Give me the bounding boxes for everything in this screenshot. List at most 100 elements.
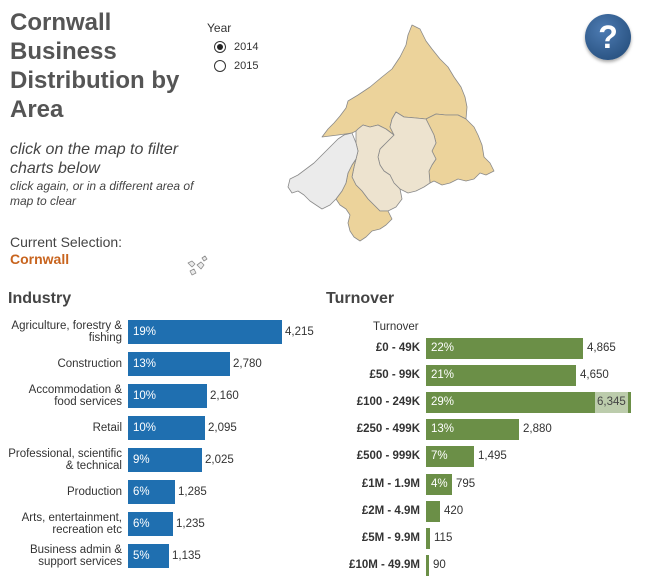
- turnover-bar-pct-label: 29%: [431, 396, 455, 408]
- turnover-bar[interactable]: [426, 555, 429, 576]
- industry-row: Production 6% 1,285: [8, 480, 328, 504]
- turnover-bar[interactable]: 22%: [426, 338, 583, 359]
- turnover-row-label: £1M - 1.9M: [361, 478, 420, 490]
- turnover-row: £5M - 9.9M 115: [320, 528, 646, 549]
- turnover-chart-title: Turnover: [326, 290, 395, 307]
- page-title: Cornwall Business Distribution by Area: [10, 9, 180, 123]
- industry-bar[interactable]: 10%: [128, 416, 205, 440]
- year-option-label: 2014: [234, 41, 259, 53]
- turnover-row: £50 - 99K 21% 4,650: [320, 365, 646, 386]
- industry-row-label: Construction: [57, 358, 122, 370]
- year-option-label: 2015: [234, 60, 259, 72]
- turnover-bar[interactable]: 29%: [426, 392, 631, 413]
- industry-row: Professional, scientific & technical 9% 2,…: [8, 448, 328, 472]
- turnover-row: £1M - 1.9M 4% 795: [320, 474, 646, 495]
- industry-bar-pct-label: 6%: [133, 518, 150, 530]
- industry-chart: Agriculture, forestry & fishing 19% 4,215 C…: [8, 0, 328, 569]
- map-area-east[interactable]: [425, 113, 495, 186]
- help-button[interactable]: ?: [585, 14, 631, 60]
- turnover-bar[interactable]: 13%: [426, 419, 519, 440]
- turnover-bar-value-label: 420: [444, 505, 464, 517]
- turnover-bar[interactable]: 21%: [426, 365, 576, 386]
- industry-bar-value-label: 1,235: [176, 518, 205, 530]
- turnover-bar-value-label: 6,345: [595, 392, 628, 413]
- industry-bar-value-label: 1,135: [172, 550, 201, 562]
- industry-bar[interactable]: 9%: [128, 448, 202, 472]
- industry-bar-pct-label: 19%: [133, 326, 157, 338]
- turnover-row: £500 - 999K 7% 1,495: [320, 446, 646, 467]
- industry-row: Business admin & support services 5% 1,135: [8, 544, 328, 568]
- turnover-row-label: £250 - 499K: [356, 423, 420, 435]
- turnover-bar-pct-label: 22%: [431, 342, 455, 354]
- industry-bar[interactable]: 5%: [128, 544, 169, 568]
- turnover-bar-value-label: 2,880: [523, 423, 552, 435]
- industry-row-label: Professional, scientific & technical: [8, 448, 122, 472]
- year-option-2015[interactable]: 2015: [214, 60, 258, 72]
- industry-bar-value-label: 2,095: [208, 422, 237, 434]
- turnover-bar[interactable]: [426, 501, 440, 522]
- turnover-row: £0 - 49K 22% 4,865: [320, 338, 646, 359]
- turnover-row-label: £2M - 4.9M: [361, 505, 420, 517]
- map-instruction: click on the map to filter charts below: [10, 141, 179, 177]
- turnover-row: £10M - 49.9M 90: [320, 555, 646, 576]
- current-selection-label: Current Selection:: [10, 234, 123, 250]
- help-icon[interactable]: ?: [598, 19, 618, 55]
- turnover-row: £100 - 249K 29% 6,345: [320, 392, 646, 413]
- industry-bar[interactable]: 13%: [128, 352, 230, 376]
- industry-bar[interactable]: 6%: [128, 512, 173, 536]
- turnover-bar-pct-label: 4%: [431, 478, 448, 490]
- industry-row-label: Business admin & support services: [29, 544, 122, 568]
- cornwall-area-map[interactable]: [180, 15, 540, 285]
- industry-bar-pct-label: 10%: [133, 422, 157, 434]
- turnover-row-label: £5M - 9.9M: [361, 532, 420, 544]
- industry-row: Agriculture, forestry & fishing 19% 4,215: [8, 320, 328, 344]
- current-selection-value: Cornwall: [10, 251, 70, 267]
- turnover-row: £2M - 4.9M 420: [320, 501, 646, 522]
- turnover-bar[interactable]: 7%: [426, 446, 474, 467]
- industry-bar-value-label: 4,215: [285, 326, 314, 338]
- industry-bar-pct-label: 10%: [133, 390, 157, 402]
- industry-bar[interactable]: 6%: [128, 480, 175, 504]
- industry-bar[interactable]: 10%: [128, 384, 207, 408]
- industry-row-label: Production: [67, 486, 122, 498]
- industry-row-label: Agriculture, forestry & fishing: [11, 320, 122, 344]
- industry-bar[interactable]: 19%: [128, 320, 282, 344]
- year-filter-title: Year: [207, 21, 232, 35]
- industry-bar-pct-label: 9%: [133, 454, 150, 466]
- turnover-bar[interactable]: 4%: [426, 474, 452, 495]
- radio-unselected-icon[interactable]: [214, 60, 226, 72]
- industry-bar-value-label: 2,025: [205, 454, 234, 466]
- radio-selected-icon[interactable]: [214, 41, 226, 53]
- industry-row: Construction 13% 2,780: [8, 352, 328, 376]
- turnover-bar-value-label: 115: [434, 532, 453, 544]
- turnover-bar-value-label: 795: [456, 478, 476, 490]
- industry-row: Arts, entertainment, recreation etc 6% 1,2…: [8, 512, 328, 536]
- turnover-axis-header: Turnover: [373, 321, 419, 333]
- turnover-row-label: £100 - 249K: [356, 396, 420, 408]
- turnover-row: £250 - 499K 13% 2,880: [320, 419, 646, 440]
- industry-row-label: Accommodation & food services: [28, 384, 122, 408]
- year-option-2014[interactable]: 2014: [214, 41, 258, 53]
- turnover-bar-pct-label: 7%: [431, 450, 448, 462]
- turnover-bar-value-label: 90: [433, 559, 446, 571]
- turnover-bar-pct-label: 21%: [431, 369, 455, 381]
- map-instruction-secondary: click again, or in a different area of m…: [10, 179, 194, 208]
- industry-bar-pct-label: 6%: [133, 486, 150, 498]
- turnover-row-label: £10M - 49.9M: [349, 559, 420, 571]
- map-isles-of-scilly: [187, 255, 208, 276]
- map-area-west[interactable]: [287, 132, 359, 210]
- turnover-bar-pct-label: 13%: [431, 423, 455, 435]
- industry-row: Retail 10% 2,095: [8, 416, 328, 440]
- turnover-row-label: £50 - 99K: [369, 369, 420, 381]
- industry-row-label: Arts, entertainment, recreation etc: [21, 512, 122, 536]
- industry-bar-value-label: 2,780: [233, 358, 262, 370]
- turnover-row-label: £0 - 49K: [375, 342, 420, 354]
- turnover-bar-value-label: 1,495: [478, 450, 507, 462]
- turnover-bar[interactable]: [426, 528, 430, 549]
- turnover-bar-value-label: 4,865: [587, 342, 616, 354]
- turnover-row-label: £500 - 999K: [356, 450, 420, 462]
- industry-bar-value-label: 2,160: [210, 390, 239, 402]
- industry-row-label: Retail: [92, 422, 122, 434]
- industry-chart-title: Industry: [8, 290, 72, 307]
